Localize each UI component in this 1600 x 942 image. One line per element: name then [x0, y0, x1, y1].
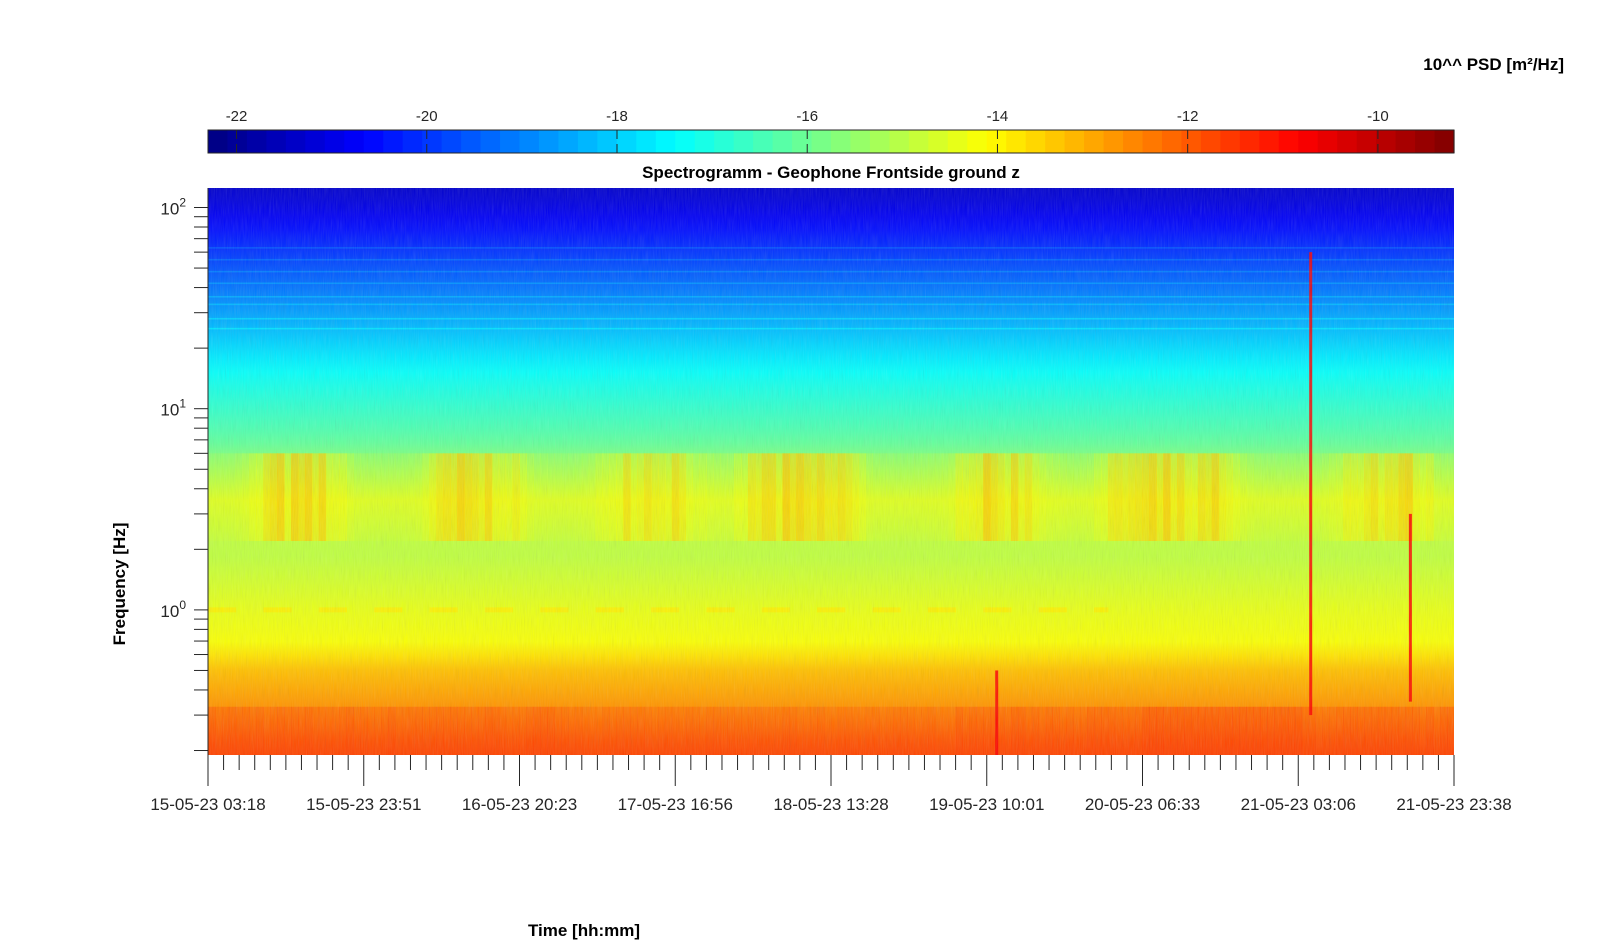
- colorbar-segment: [869, 130, 891, 153]
- y-tick-label: 101: [160, 397, 186, 420]
- colorbar-segment: [616, 130, 637, 153]
- colorbar-segment: [558, 130, 579, 153]
- colorbar-segment: [383, 130, 404, 153]
- colorbar-segment: [1025, 130, 1046, 153]
- colorbar-tick-label: -10: [1367, 108, 1389, 125]
- colorbar-segment: [363, 130, 384, 153]
- colorbar-segment: [636, 130, 657, 153]
- colorbar-segment: [1259, 130, 1280, 153]
- colorbar-segment: [1434, 130, 1455, 153]
- x-tick-label: 17-05-23 16:56: [618, 795, 733, 814]
- colorbar-segment: [967, 130, 988, 153]
- x-tick-label: 19-05-23 10:01: [929, 795, 1044, 814]
- colorbar-segment: [811, 130, 832, 153]
- colorbar-segment: [1064, 130, 1085, 153]
- y-tick-label: 100: [160, 598, 186, 621]
- colorbar-frame: [207, 129, 1455, 154]
- colorbar-segment: [1181, 130, 1202, 153]
- colorbar-tick-label: -20: [416, 108, 438, 125]
- colorbar-segment: [947, 130, 968, 153]
- x-tick-label: 16-05-23 20:23: [462, 795, 577, 814]
- colorbar-segment: [792, 130, 813, 153]
- colorbar-segment: [324, 130, 345, 153]
- y-axis: 100 101 102: [160, 188, 209, 755]
- colorbar-segment: [714, 130, 735, 153]
- colorbar-tick-label: -18: [606, 108, 628, 125]
- colorbar-segment: [753, 130, 774, 153]
- colorbar-segment: [1337, 130, 1358, 153]
- colorbar-segment: [577, 130, 598, 153]
- colorbar-segment: [908, 130, 929, 153]
- x-axis-label: Time [hh:mm]: [528, 921, 640, 940]
- colorbar-segment: [285, 130, 306, 153]
- x-tick-label: 18-05-23 13:28: [773, 795, 888, 814]
- colorbar-segment: [772, 130, 793, 153]
- colorbar-segment: [733, 130, 754, 153]
- y-axis-label: Frequency [Hz]: [110, 523, 129, 646]
- colorbar-segment: [305, 130, 326, 153]
- colorbar-ticks: -22 -20 -18 -16 -14 -12 -10: [226, 108, 1389, 153]
- colorbar-segment: [1084, 130, 1105, 153]
- colorbar-segment: [266, 130, 287, 153]
- spectrogram-heatmap: [208, 188, 1454, 755]
- colorbar-segment: [1317, 130, 1338, 153]
- colorbar-segment: [538, 130, 560, 153]
- colorbar-segment: [500, 130, 521, 153]
- x-tick-label: 15-05-23 23:51: [306, 795, 421, 814]
- colorbar-segment: [1161, 130, 1183, 153]
- colorbar-segment: [1298, 130, 1319, 153]
- colorbar-segment: [461, 130, 482, 153]
- colorbar-segment: [597, 130, 618, 153]
- colorbar-segment: [402, 130, 423, 153]
- colorbar-segment: [1376, 130, 1397, 153]
- colorbar-tick-label: -22: [226, 108, 248, 125]
- colorbar-segment: [344, 130, 365, 153]
- colorbar-segment: [1006, 130, 1027, 153]
- colorbar-segment: [850, 130, 871, 153]
- colorbar-segment: [889, 130, 910, 153]
- colorbar-segment: [519, 130, 540, 153]
- colorbar-tick-label: -12: [1177, 108, 1199, 125]
- colorbar-segment: [831, 130, 852, 153]
- heatmap-noise: [208, 188, 1454, 755]
- colorbar: [207, 129, 1455, 154]
- colorbar-segment: [694, 130, 715, 153]
- colorbar-segment: [1395, 130, 1416, 153]
- colorbar-segment: [1220, 130, 1241, 153]
- x-tick-label: 15-05-23 03:18: [150, 795, 265, 814]
- colorbar-segment: [1415, 130, 1436, 153]
- colorbar-segment: [1045, 130, 1066, 153]
- colorbar-segment: [986, 130, 1007, 153]
- colorbar-label: 10^^ PSD [m²/Hz]: [1423, 55, 1564, 74]
- colorbar-segment: [1356, 130, 1377, 153]
- x-tick-label: 20-05-23 06:33: [1085, 795, 1200, 814]
- y-tick-label: 102: [160, 195, 186, 218]
- colorbar-tick-label: -14: [987, 108, 1009, 125]
- colorbar-tick-label: -16: [796, 108, 818, 125]
- colorbar-segment: [422, 130, 443, 153]
- colorbar-segment: [227, 130, 248, 153]
- x-axis: 15-05-23 03:18 15-05-23 23:51 16-05-23 20:…: [150, 755, 1512, 814]
- colorbar-segment: [1200, 130, 1221, 153]
- colorbar-segment: [1239, 130, 1260, 153]
- colorbar-segment: [246, 130, 268, 153]
- colorbar-segment: [441, 130, 462, 153]
- colorbar-segment: [928, 130, 949, 153]
- colorbar-segment: [1142, 130, 1163, 153]
- colorbar-segment: [480, 130, 501, 153]
- x-tick-label: 21-05-23 03:06: [1241, 795, 1356, 814]
- colorbar-segment: [655, 130, 676, 153]
- colorbar-segment: [208, 130, 229, 153]
- colorbar-segment: [1103, 130, 1124, 153]
- x-tick-label: 21-05-23 23:38: [1396, 795, 1511, 814]
- colorbar-segment: [1123, 130, 1144, 153]
- chart-title: Spectrogramm - Geophone Frontside ground…: [642, 163, 1020, 182]
- colorbar-segment: [1278, 130, 1299, 153]
- colorbar-segment: [675, 130, 696, 153]
